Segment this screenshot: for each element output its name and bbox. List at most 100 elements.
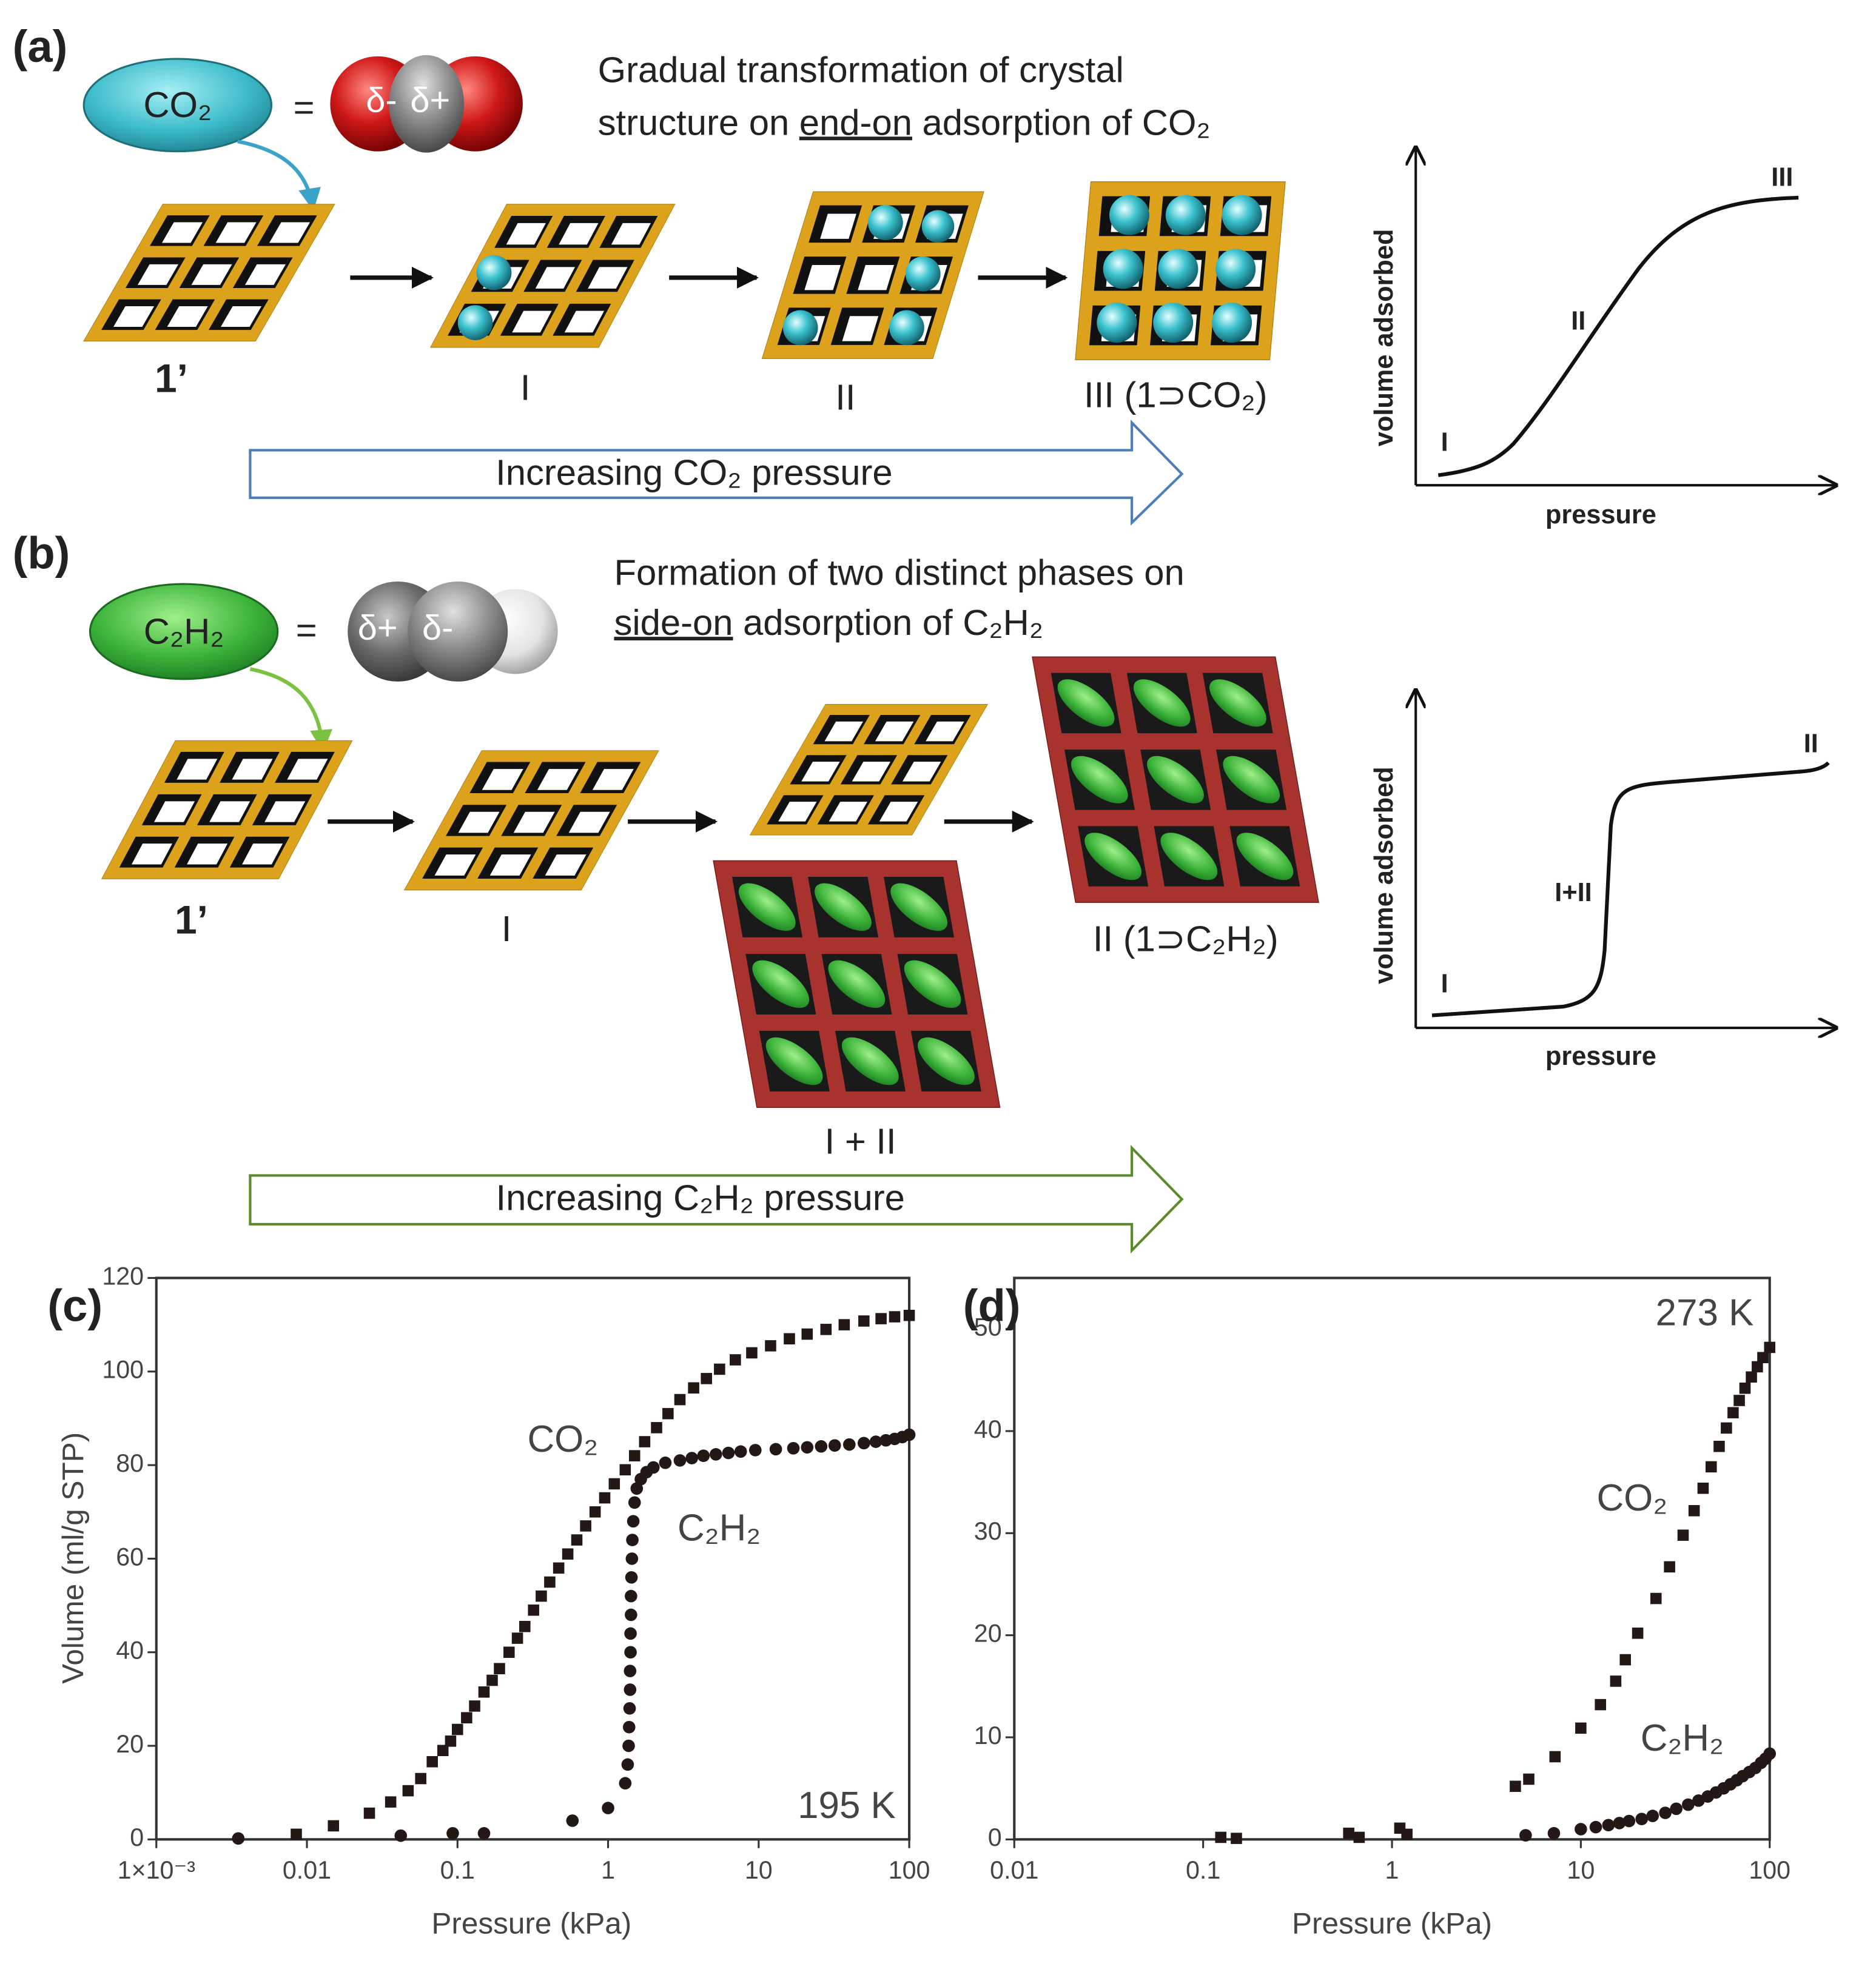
- x-tick-label: 1: [1385, 1856, 1399, 1884]
- decoration: [1109, 195, 1149, 235]
- decoration: [1215, 249, 1256, 289]
- data-point: [1589, 1820, 1602, 1834]
- data-point: [889, 1311, 901, 1323]
- decoration: [1032, 656, 1319, 903]
- data-point: [625, 1608, 637, 1622]
- data-point: [1549, 1751, 1561, 1763]
- data-point: [1519, 1829, 1532, 1842]
- sketch-stage: III: [1771, 163, 1793, 192]
- data-point: [697, 1449, 710, 1462]
- data-point: [1764, 1341, 1776, 1353]
- sketch-x-label: pressure: [1545, 1042, 1656, 1071]
- data-point: [875, 1313, 887, 1324]
- data-point: [628, 1496, 641, 1509]
- data-point: [1575, 1722, 1587, 1734]
- sketch-stage: I: [1441, 969, 1448, 998]
- description-underlined: end-on: [799, 102, 912, 143]
- lattice: [83, 204, 335, 342]
- data-point: [621, 1758, 634, 1771]
- data-point: [1575, 1823, 1587, 1836]
- decoration: [1165, 195, 1206, 235]
- data-point: [1619, 1654, 1631, 1666]
- y-tick-label: 30: [974, 1517, 1002, 1545]
- sketch-stage: I+II: [1555, 878, 1592, 907]
- data-point: [1595, 1699, 1606, 1711]
- data-point: [503, 1646, 515, 1658]
- curved-arrow: [237, 139, 321, 211]
- molecule-label: CO₂: [143, 84, 212, 125]
- data-point: [722, 1446, 735, 1460]
- data-point: [769, 1443, 782, 1456]
- decoration: [457, 305, 493, 340]
- data-point: [624, 1683, 637, 1696]
- data-point: [623, 1702, 636, 1715]
- y-tick-label: 10: [974, 1722, 1002, 1749]
- data-point: [625, 1552, 639, 1565]
- data-point: [903, 1309, 915, 1321]
- decoration: [83, 204, 335, 342]
- y-tick-label: 60: [116, 1543, 144, 1571]
- molecule-label: C₂H₂: [144, 611, 224, 651]
- data-point: [1646, 1809, 1659, 1822]
- data-point: [903, 1428, 916, 1441]
- pressure-arrow-label: Increasing CO₂ pressure: [496, 452, 893, 492]
- data-point: [1705, 1461, 1717, 1473]
- data-point: [599, 1492, 611, 1504]
- data-point: [394, 1829, 408, 1842]
- x-tick-label: 0.1: [1186, 1856, 1220, 1884]
- molecule-ellipse: [89, 583, 279, 680]
- data-point: [1659, 1806, 1672, 1819]
- description-part: adsorption of CO₂: [922, 102, 1210, 143]
- data-point: [647, 1461, 660, 1474]
- data-point: [801, 1441, 814, 1454]
- stage-label: II (1⊃C₂H₂): [1093, 919, 1279, 959]
- data-point: [624, 1646, 637, 1659]
- data-point: [437, 1745, 449, 1757]
- description: Gradual transformation of crystal: [598, 50, 1124, 90]
- charge-label: δ-: [366, 81, 397, 119]
- y-tick-label: 40: [974, 1415, 1002, 1443]
- y-axis-title: Volume (ml/g STP): [56, 1432, 90, 1684]
- data-point: [651, 1422, 662, 1434]
- data-point: [562, 1548, 574, 1560]
- lattice: [403, 750, 659, 891]
- data-point: [1622, 1814, 1636, 1828]
- data-point: [363, 1807, 375, 1819]
- data-point: [765, 1340, 776, 1352]
- curved-arrow: [249, 667, 333, 753]
- data-point: [784, 1333, 795, 1345]
- data-point: [709, 1448, 722, 1461]
- sketch-stage: I: [1441, 428, 1448, 457]
- data-point: [1343, 1827, 1354, 1839]
- co2-molecules: [457, 195, 1262, 346]
- data-point: [1635, 1813, 1649, 1825]
- data-point: [232, 1832, 245, 1845]
- x-tick-label: 1×10⁻³: [118, 1856, 195, 1884]
- data-point: [624, 1627, 637, 1640]
- decoration: [101, 740, 353, 879]
- data-point: [1763, 1747, 1777, 1760]
- data-point: [494, 1663, 505, 1674]
- stage-label: I + II: [825, 1121, 896, 1162]
- sketch-isotherm: volume adsorbed pressure I II III: [1370, 147, 1836, 529]
- data-point: [415, 1772, 426, 1785]
- decoration: [713, 860, 1001, 1108]
- annotation: 195 K: [798, 1785, 896, 1826]
- data-point: [746, 1347, 758, 1359]
- annotation: 273 K: [1656, 1292, 1754, 1334]
- data-point: [688, 1382, 699, 1394]
- data-point: [519, 1620, 531, 1632]
- decoration: [1097, 303, 1137, 343]
- charge-label: δ+: [410, 81, 450, 119]
- data-point: [734, 1445, 747, 1458]
- data-point: [461, 1712, 472, 1723]
- charge-label: δ+: [358, 609, 398, 648]
- description: side-on adsorption of C₂H₂: [614, 602, 1043, 643]
- stage-label: II: [835, 377, 855, 418]
- x-tick-label: 10: [1567, 1856, 1595, 1884]
- data-point: [622, 1739, 635, 1752]
- y-tick-label: 40: [116, 1637, 144, 1665]
- decoration: [1153, 303, 1194, 343]
